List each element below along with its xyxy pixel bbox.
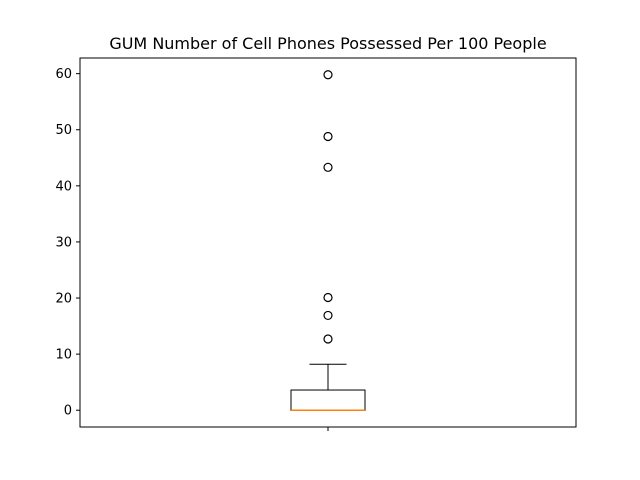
y-axis: 0 10 20 30 40 50 60 [55, 67, 80, 419]
outlier-point [323, 292, 333, 303]
outlier-point [323, 131, 333, 142]
y-tick-label: 0 [64, 404, 72, 419]
y-tick-label: 40 [55, 179, 72, 194]
y-tick-label: 30 [55, 235, 72, 250]
outlier-point [323, 334, 333, 344]
y-tick-label: 50 [55, 123, 72, 138]
y-tick-label: 10 [55, 348, 72, 363]
outliers [323, 70, 333, 344]
y-tick-label: 20 [55, 292, 72, 307]
chart-title: GUM Number of Cell Phones Possessed Per … [109, 34, 546, 53]
box-iqr [290, 389, 366, 411]
outlier-point [323, 162, 333, 172]
outlier-point [323, 70, 333, 80]
y-tick-label: 60 [55, 67, 72, 82]
boxplot [290, 363, 366, 411]
outlier-point [323, 310, 333, 321]
